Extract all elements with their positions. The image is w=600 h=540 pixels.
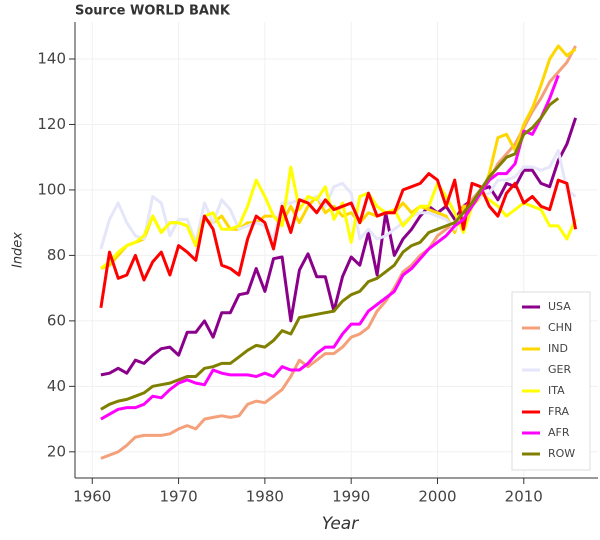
x-axis-label: Year [322, 514, 359, 534]
x-tick-label: 2010 [505, 488, 543, 506]
series-line [99, 172, 578, 309]
y-tick-label: 20 [47, 442, 66, 460]
legend-label: AFR [548, 426, 570, 439]
chart-title: Source WORLD BANK [75, 4, 231, 19]
y-tick-label: 80 [47, 246, 66, 264]
x-tick-label: 2000 [418, 488, 456, 506]
legend: USA CHN IND GER ITA FRA AFR ROW [511, 291, 591, 471]
series-line [100, 117, 578, 377]
legend-label: USA [548, 300, 571, 313]
legend-label: ITA [548, 384, 565, 397]
y-axis-label: Index [11, 232, 26, 268]
x-tick-label: 1980 [246, 488, 284, 506]
y-tick-label: 100 [37, 180, 66, 198]
x-tick-label: 1960 [73, 488, 111, 506]
series-line [99, 149, 577, 250]
legend-label: GER [548, 363, 571, 376]
legend-label: IND [548, 342, 568, 355]
x-tick-label: 1970 [159, 488, 197, 506]
series-line [100, 97, 560, 411]
legend-label: CHN [548, 321, 572, 334]
series-line [100, 45, 577, 460]
series-line [100, 74, 560, 421]
y-tick-label: 120 [37, 115, 66, 133]
x-tick-label: 1990 [332, 488, 370, 506]
legend-label: FRA [548, 405, 570, 418]
y-tick-label: 40 [47, 377, 66, 395]
y-tick-label: 60 [47, 311, 66, 329]
y-tick-label: 140 [37, 49, 66, 67]
legend-label: ROW [548, 447, 575, 460]
series-line [99, 165, 577, 270]
legend-box [511, 291, 591, 471]
